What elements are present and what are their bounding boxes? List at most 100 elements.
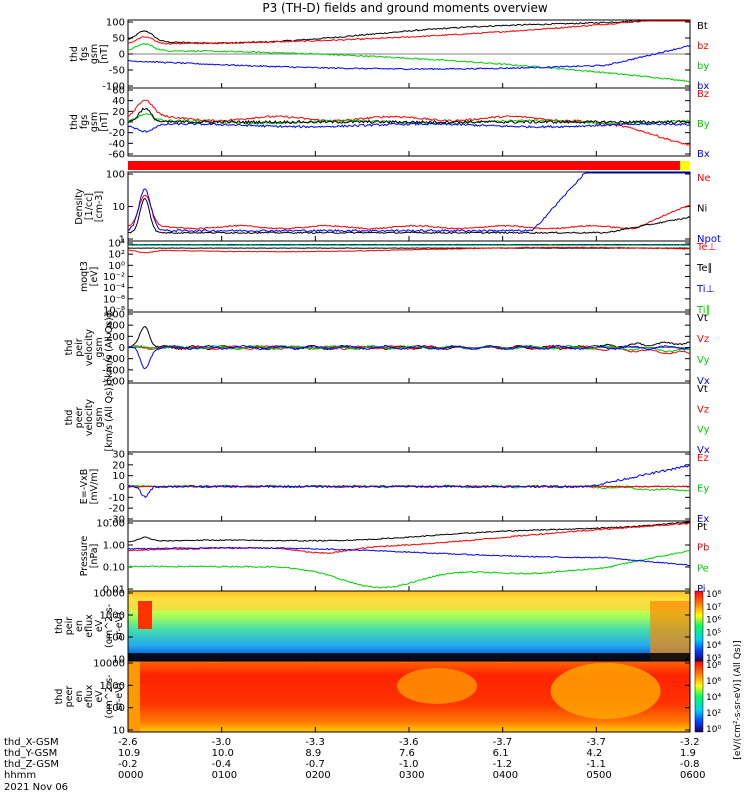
y-tick-label: 10 [112, 726, 125, 737]
legend-bx: Bx [697, 149, 710, 160]
legend-te⊥: Te⊥ [696, 242, 716, 253]
y-axis-label: [eV] [89, 267, 100, 287]
x-row-value: 1.9 [680, 748, 696, 759]
y-axis-label: [nT] [99, 44, 110, 63]
y-tick-label: 20 [112, 460, 125, 471]
y-tick-label: 30 [112, 450, 125, 461]
x-row-value: 0300 [399, 770, 424, 781]
y-tick-label: 10⁻⁶ [103, 294, 125, 305]
legend-vy: Vy [697, 425, 710, 436]
x-date-label: 2021 Nov 06 [4, 782, 68, 793]
legend-vz: Vz [697, 404, 709, 415]
y-axis-label: [km/s (All Qs)] [104, 314, 115, 382]
x-row-value: -1.0 [399, 759, 419, 770]
colorbar-tick: 10⁷ [706, 603, 721, 613]
y-tick-label: 0.10 [103, 563, 125, 574]
trace-bx [128, 45, 690, 69]
y-axis-label: [cm-3] [94, 191, 105, 222]
y-axis-label: [mV/m] [89, 469, 100, 505]
legend-ti⊥: Ti⊥ [696, 284, 714, 295]
legend-by: By [697, 119, 710, 130]
y-axis-label: [km/s (All Qs)] [104, 384, 115, 452]
x-row-value: 8.9 [305, 748, 321, 759]
y-tick-label: 10000 [93, 589, 125, 600]
electron-spectrogram-start [128, 661, 140, 732]
y-axis-label: sr-eV) [114, 612, 125, 640]
y-tick-label: -10 [109, 493, 125, 504]
legend-ne: Ne [697, 173, 711, 184]
legend-bz: Bz [697, 89, 709, 100]
x-row-value: 7.6 [399, 748, 415, 759]
panel-peir-spec [128, 591, 690, 661]
trace-bz [128, 21, 690, 44]
colorbar-tick: 10⁴ [706, 641, 721, 651]
y-tick-label: 10⁰ [108, 261, 125, 272]
x-row-value: -3.0 [212, 737, 232, 748]
y-tick-label: 100 [106, 170, 125, 181]
trace-bx [128, 123, 690, 132]
x-row-value: 0000 [118, 770, 143, 781]
y-tick-label: 0 [119, 118, 125, 129]
panel-pressure [128, 521, 690, 591]
x-row-value: -0.4 [212, 759, 232, 770]
x-row-value: 0400 [493, 770, 518, 781]
electron-spectrogram-patch [551, 663, 661, 719]
x-row-value: -0.2 [118, 759, 138, 770]
y-tick-label: 0 [119, 482, 125, 493]
trace-ni [128, 199, 690, 234]
y-tick-label: 10 [112, 202, 125, 213]
colorbar-tick: 10⁸ [706, 661, 721, 671]
y-tick-label: 0 [119, 343, 125, 354]
legend-ni: Ni [697, 204, 707, 215]
colorbar-tick: 10⁰ [706, 725, 721, 735]
x-row-value: 4.2 [586, 748, 602, 759]
trace-ex [128, 465, 690, 498]
y-tick-label: 10.00 [96, 519, 125, 530]
x-row-value: 10.0 [212, 748, 234, 759]
panel-bar [128, 161, 690, 170]
panel-frame [128, 521, 690, 591]
y-tick-label: 1.00 [103, 541, 125, 552]
legend-by: by [697, 61, 709, 72]
legend-te∥: Te∥ [696, 263, 713, 274]
x-row-value: 0100 [212, 770, 237, 781]
x-row-value: -3.3 [305, 737, 325, 748]
x-row-value: 0500 [586, 770, 611, 781]
trace-pi [128, 547, 690, 565]
y-tick-label: -40 [109, 139, 125, 150]
figure-title: P3 (TH-D) fields and ground moments over… [262, 1, 547, 15]
legend-bz: bz [697, 41, 709, 52]
y-tick-label: -20 [109, 504, 125, 515]
colorbar-electron [695, 661, 703, 732]
legend-bt: Bt [697, 21, 708, 32]
x-row-label: thd_X-GSM [4, 737, 59, 748]
trace-npot [128, 173, 690, 232]
colorbar-tick: 10⁴ [706, 693, 721, 703]
y-tick-label: 60 [112, 86, 125, 97]
y-tick-label: -50 [109, 66, 125, 77]
colorbar-tick: 10⁸ [706, 590, 721, 600]
y-tick-label: 10⁻² [103, 272, 125, 283]
x-row-value: -2.6 [118, 737, 138, 748]
legend-vy: Vy [697, 355, 710, 366]
panel-peer-spec [128, 661, 690, 732]
x-row-value: -3.7 [493, 737, 513, 748]
legend-vt: Vt [697, 384, 708, 395]
y-tick-label: 0 [119, 50, 125, 61]
y-tick-label: 100 [106, 18, 125, 29]
y-tick-label: 10000 [93, 659, 125, 670]
ion-spectrogram-end [650, 601, 690, 661]
trace-ne [128, 195, 690, 229]
x-row-value: 0600 [680, 770, 705, 781]
x-row-value: 10.9 [118, 748, 140, 759]
x-row-value: -0.7 [305, 759, 325, 770]
y-tick-label: -20 [109, 128, 125, 139]
y-tick-label: 10⁻⁴ [103, 283, 125, 294]
state-bar [128, 161, 690, 170]
y-axis-label: sr-eV) [114, 683, 125, 711]
x-row-label: hhmm [4, 770, 36, 781]
colorbar-ion [695, 591, 703, 661]
legend-vz: Vz [697, 334, 709, 345]
